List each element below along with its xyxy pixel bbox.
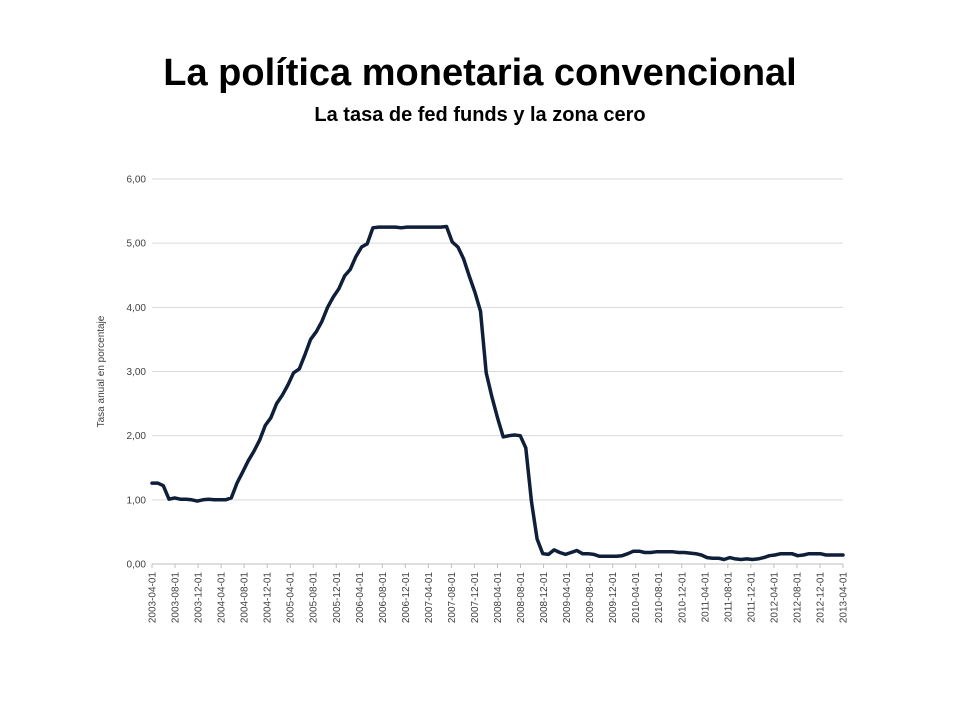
x-tick-label: 2010-12-01 (677, 572, 688, 624)
x-tick-label: 2007-04-01 (424, 572, 435, 624)
x-tick-label: 2005-08-01 (309, 572, 320, 624)
y-tick-label: 2,00 (127, 431, 147, 442)
x-tick-label: 2010-04-01 (631, 572, 642, 624)
chart-title: La política monetaria convencional (163, 52, 797, 94)
y-tick-label: 6,00 (127, 175, 147, 186)
x-tick-label: 2005-12-01 (332, 572, 343, 624)
x-tick-label: 2008-08-01 (516, 572, 527, 624)
x-tick-label: 2008-04-01 (493, 572, 504, 624)
x-tick-label: 2009-12-01 (608, 572, 619, 624)
x-tick-label: 2005-04-01 (286, 572, 297, 624)
x-tick-label: 2004-04-01 (217, 572, 228, 624)
x-tick-label: 2004-08-01 (240, 572, 251, 624)
x-tick-label: 2009-04-01 (562, 572, 573, 624)
x-tick-label: 2007-12-01 (470, 572, 481, 624)
y-axis-label: Tasa anual en porcentaje (96, 315, 107, 427)
x-tick-label: 2006-12-01 (401, 572, 412, 624)
fed-funds-rate-line (150, 224, 845, 562)
x-tick-label: 2012-12-01 (815, 572, 826, 624)
x-tick-label: 2010-08-01 (654, 572, 665, 624)
x-tick-label: 2013-04-01 (839, 572, 850, 624)
y-tick-label: 5,00 (127, 239, 147, 250)
x-tick-label: 2004-12-01 (263, 572, 274, 624)
x-tick-label: 2006-04-01 (355, 572, 366, 624)
x-tick-label: 2009-08-01 (585, 572, 596, 624)
x-tick-label: 2012-04-01 (769, 572, 780, 624)
x-tick-label: 2006-08-01 (378, 572, 389, 624)
y-tick-label: 4,00 (127, 303, 147, 314)
x-tick-label: 2011-04-01 (700, 572, 711, 623)
x-tick-label: 2008-12-01 (539, 572, 550, 624)
x-tick-label: 2011-08-01 (723, 572, 734, 623)
x-tick-label: 2011-12-01 (746, 572, 757, 623)
chart-subtitle: La tasa de fed funds y la zona cero (314, 104, 646, 126)
x-tick-label: 2003-12-01 (194, 572, 205, 624)
x-tick-label: 2007-08-01 (447, 572, 458, 624)
y-tick-label: 0,00 (127, 560, 147, 571)
x-tick-label: 2003-04-01 (148, 572, 159, 624)
y-tick-label: 1,00 (127, 495, 147, 506)
x-tick-label: 2003-08-01 (171, 572, 182, 624)
x-tick-label: 2012-08-01 (792, 572, 803, 624)
y-tick-label: 3,00 (127, 367, 147, 378)
